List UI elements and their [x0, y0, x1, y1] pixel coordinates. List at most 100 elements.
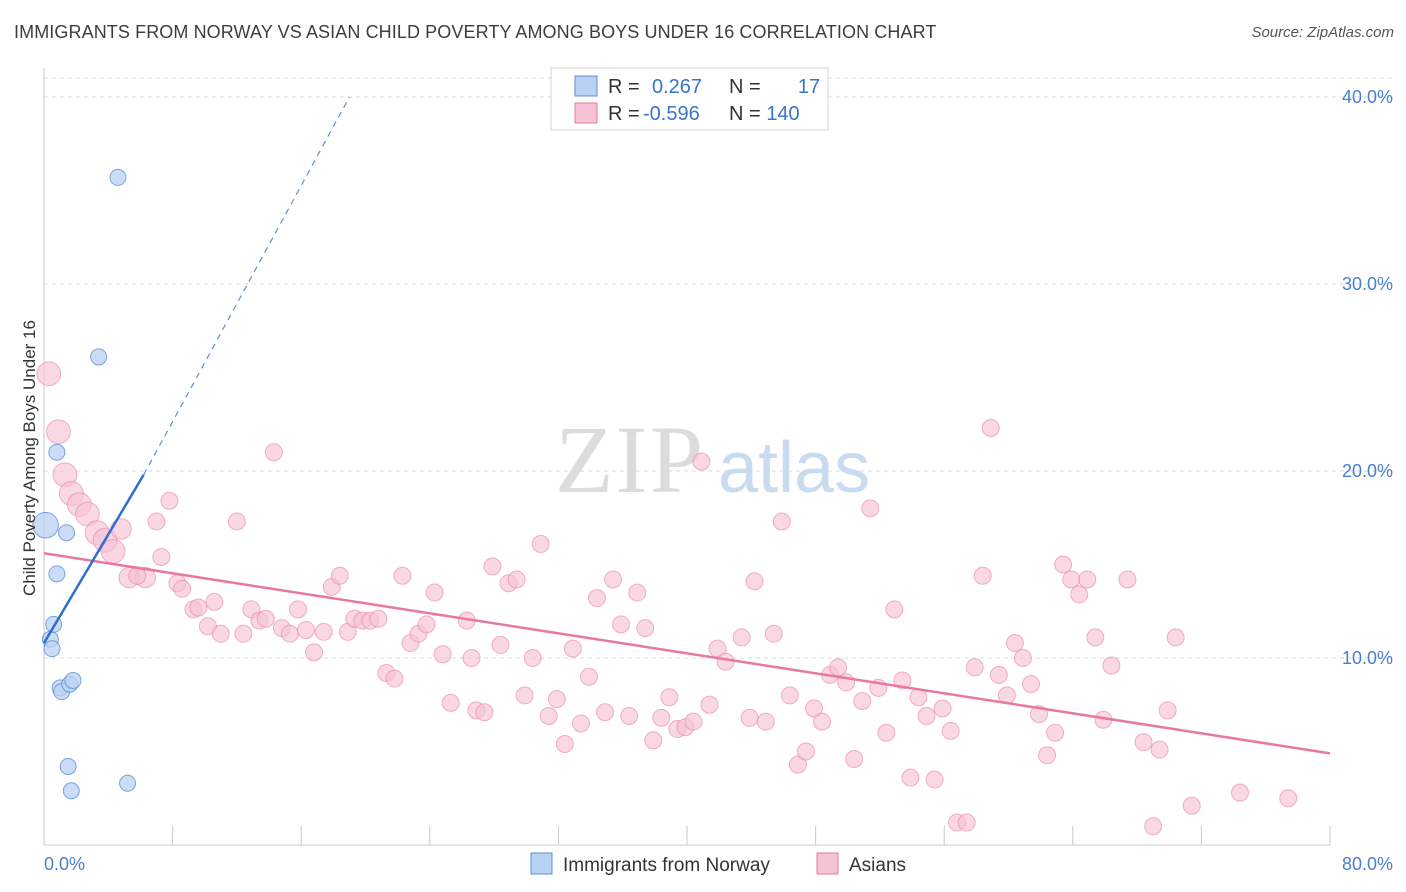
asians-point [547, 690, 566, 709]
asians-point [981, 418, 1000, 437]
asians-point [523, 649, 542, 667]
chart-source: Source: ZipAtlas.com [1251, 24, 1394, 41]
asians-point [1158, 701, 1177, 720]
y-tick-label: 40.0% [1342, 87, 1393, 107]
bottom-legend-asians: Asians [849, 855, 906, 876]
asians-point [1054, 555, 1073, 574]
asians-point [1134, 733, 1153, 752]
asians-point [1150, 740, 1169, 759]
asians-point [100, 539, 126, 564]
legend-n-label-norway: N = [729, 76, 761, 98]
asians-point [507, 570, 526, 589]
legend-r-label-norway: R = [608, 76, 640, 98]
asians-point [1005, 634, 1024, 653]
asians-point [941, 721, 960, 740]
asians-point [147, 512, 166, 531]
asians-point [1102, 656, 1121, 675]
asians-point [684, 712, 703, 731]
bottom-legend-swatch-asians [816, 852, 839, 875]
asians-point [644, 731, 663, 750]
asians-point [46, 419, 71, 445]
asians-point [264, 443, 283, 462]
asians-point [234, 624, 253, 643]
norway-trend-extension [143, 96, 350, 476]
asians-point [652, 708, 671, 727]
norway-point [119, 774, 137, 792]
asians-point [893, 671, 912, 690]
asians-point [563, 639, 582, 658]
asians-point [628, 583, 647, 602]
asians-point [491, 635, 510, 654]
norway-point [58, 524, 76, 542]
asians-point [330, 566, 349, 585]
legend-r-value-asians: -0.596 [643, 103, 700, 125]
asians-point [462, 649, 481, 667]
watermark-zip: ZIP [555, 406, 705, 513]
legend-swatch-norway [574, 75, 598, 97]
asians-point [475, 703, 494, 722]
asians-point [1166, 628, 1185, 647]
asians-point [441, 693, 460, 712]
asians-point [604, 570, 623, 589]
asians-point [596, 703, 615, 722]
asians-point [205, 592, 224, 611]
gridlines [44, 77, 1395, 659]
asians-point [417, 615, 436, 634]
norway-point [48, 443, 66, 461]
asians-point [620, 706, 639, 725]
asians-point [788, 755, 807, 774]
asians-point [369, 609, 388, 628]
asians-point [1078, 570, 1097, 589]
asians-point [933, 699, 952, 718]
asians-point [579, 667, 598, 686]
legend-n-label-asians: N = [729, 103, 761, 125]
norway-trend-line [42, 474, 145, 644]
asians-point [973, 566, 992, 585]
asians-point [829, 658, 848, 677]
asians-point [110, 518, 132, 540]
asians-point [425, 583, 444, 602]
asians-point [555, 735, 574, 754]
norway-point [59, 757, 77, 775]
legend: R = 0.267 N = 17 R = -0.596 N = 140 [550, 67, 829, 131]
watermark-atlas: atlas [718, 428, 870, 508]
legend-n-value-norway: 17 [798, 76, 820, 98]
asians-point [539, 706, 558, 725]
asians-point [531, 534, 550, 553]
asians-point [804, 699, 823, 718]
asians-point [965, 658, 984, 677]
axes [43, 68, 1331, 846]
norway-point [90, 348, 108, 366]
asians-point [756, 712, 775, 731]
asians-point [772, 512, 791, 531]
asians-points [36, 361, 1298, 836]
y-tick-label: 10.0% [1342, 648, 1393, 668]
asians-point [211, 624, 230, 643]
asians-point [989, 665, 1008, 684]
legend-swatch-asians [574, 102, 598, 124]
asians-point [160, 491, 179, 510]
asians-point [1086, 628, 1105, 647]
asians-point [853, 692, 872, 711]
asians-point [845, 749, 864, 768]
asians-point [305, 643, 324, 662]
asians-point [780, 686, 799, 705]
tick-labels: 10.0% 20.0% 30.0% 40.0% 0.0% 80.0% [44, 87, 1393, 874]
asians-point [700, 695, 719, 714]
norway-points [32, 168, 137, 800]
asians-point [1038, 746, 1057, 765]
asians-point [885, 600, 904, 619]
norway-point [43, 640, 61, 658]
asians-point [393, 566, 412, 585]
asians-point [385, 669, 404, 688]
asians-point [692, 452, 711, 471]
norway-point [32, 511, 59, 539]
legend-n-value-asians: 140 [766, 103, 799, 125]
asians-point [796, 742, 815, 761]
asians-point [483, 557, 502, 576]
asians-point [297, 620, 316, 639]
asians-point [227, 512, 246, 531]
y-tick-label: 30.0% [1342, 274, 1393, 294]
asians-point [660, 688, 679, 707]
asians-point [256, 609, 275, 628]
